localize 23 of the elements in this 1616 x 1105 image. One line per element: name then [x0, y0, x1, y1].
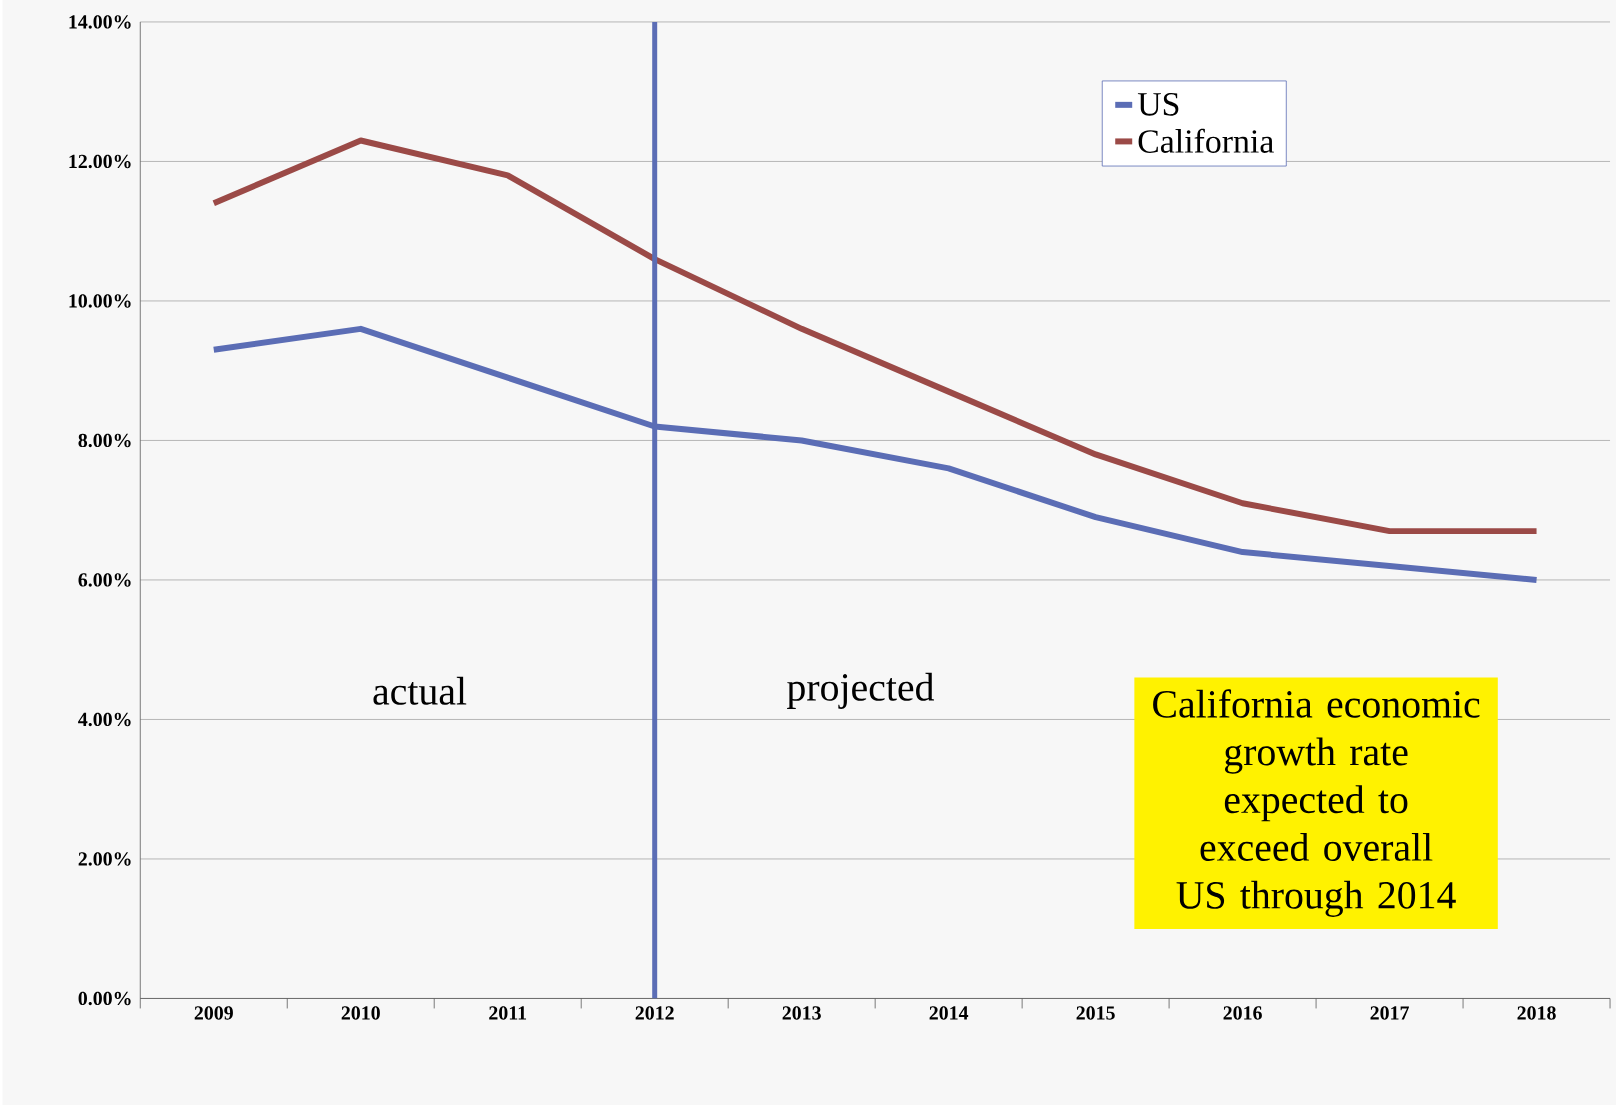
y-tick-label: 12.00% — [69, 154, 131, 169]
legend-label: California — [1138, 128, 1274, 153]
x-tick-label: 2014 — [929, 1006, 969, 1020]
y-tick-label: 6.00% — [78, 573, 131, 587]
y-tick-label: 8.00% — [78, 433, 131, 448]
y-tick-label: 14.00% — [69, 15, 131, 29]
y-tick-label: 0.00% — [78, 991, 131, 1006]
x-tick-label: 2010 — [341, 1006, 380, 1020]
y-tick-label: 2.00% — [78, 852, 131, 866]
x-tick-label: 2013 — [782, 1006, 821, 1020]
legend-label: US — [1137, 92, 1179, 116]
annotation: projected — [787, 672, 935, 709]
annotation: actual — [373, 676, 467, 705]
x-tick-label: 2011 — [489, 1006, 527, 1020]
x-tick-label: 2018 — [1517, 1006, 1556, 1020]
x-tick-label: 2009 — [194, 1006, 233, 1020]
y-tick-label: 4.00% — [78, 712, 131, 727]
annotation: California economic growth rate expected to exceed overall US through 2014 — [1153, 689, 1480, 917]
x-tick-label: 2016 — [1223, 1006, 1262, 1020]
x-tick-label: 2012 — [635, 1006, 674, 1020]
x-tick-label: 2017 — [1370, 1006, 1409, 1020]
y-tick-label: 10.00% — [69, 294, 131, 308]
x-tick-label: 2015 — [1076, 1006, 1115, 1020]
